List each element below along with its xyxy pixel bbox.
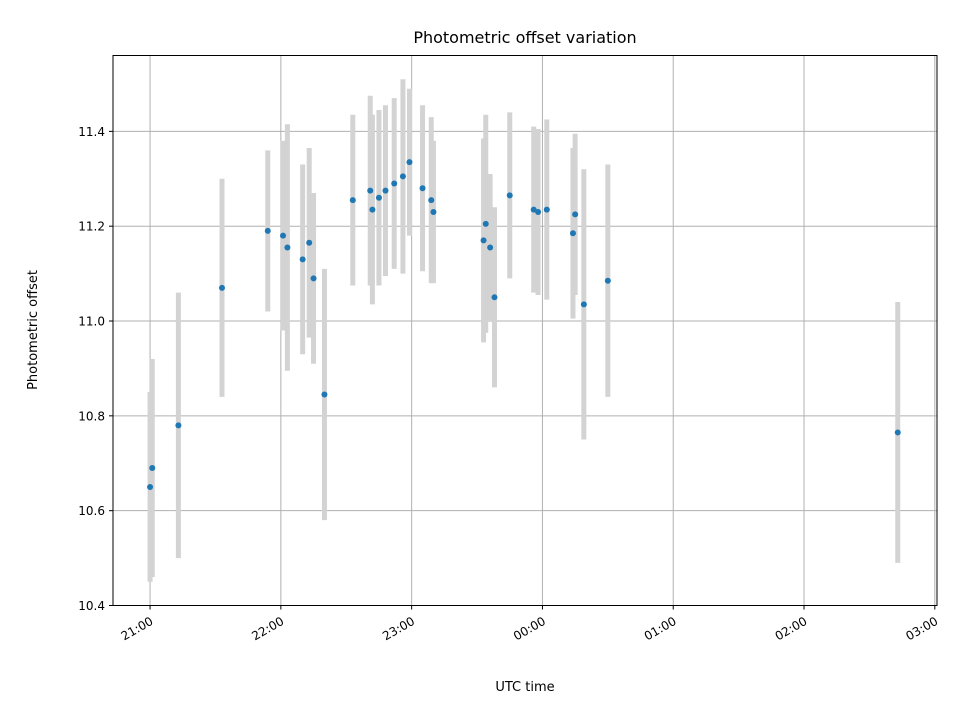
data-points xyxy=(147,159,901,490)
data-point xyxy=(382,187,389,194)
data-point xyxy=(175,422,182,429)
data-point xyxy=(428,197,435,204)
data-point xyxy=(569,230,576,237)
x-tick-label: 01:00 xyxy=(642,614,679,643)
data-point xyxy=(280,232,287,239)
error-bars xyxy=(147,79,901,582)
data-point xyxy=(306,239,313,246)
data-point xyxy=(491,294,498,301)
data-point xyxy=(147,483,154,490)
y-tick-label: 11.2 xyxy=(78,220,105,234)
data-point xyxy=(535,208,542,215)
x-tick-label: 03:00 xyxy=(903,614,940,643)
data-point xyxy=(321,391,328,398)
data-point xyxy=(487,244,494,251)
data-point xyxy=(218,284,225,291)
data-point xyxy=(419,185,426,192)
data-point xyxy=(580,301,587,308)
grid-lines xyxy=(113,55,937,606)
data-point xyxy=(430,208,437,215)
x-tick-label: 21:00 xyxy=(119,614,156,643)
x-tick-label: 02:00 xyxy=(773,614,810,643)
data-point xyxy=(264,227,271,234)
y-tick-label: 10.6 xyxy=(78,504,105,518)
y-tick-label: 10.8 xyxy=(78,409,105,423)
x-tick-label: 00:00 xyxy=(511,614,548,643)
x-tick-label: 22:00 xyxy=(249,614,286,643)
data-point xyxy=(391,180,398,187)
data-point xyxy=(367,187,374,194)
y-tick-label: 11.4 xyxy=(78,125,105,139)
x-tick-label: 23:00 xyxy=(380,614,417,643)
x-axis-label: UTC time xyxy=(495,680,554,695)
y-axis-label: Photometric offset xyxy=(26,270,41,390)
data-point xyxy=(406,159,413,166)
data-point xyxy=(399,173,406,180)
plot-frame xyxy=(112,55,938,606)
data-point xyxy=(310,275,317,282)
y-tick-label: 10.4 xyxy=(78,599,105,613)
y-tick-label: 11.0 xyxy=(78,315,105,329)
data-point xyxy=(375,194,382,201)
data-point xyxy=(149,465,156,471)
data-point xyxy=(894,429,901,436)
data-point xyxy=(369,206,376,213)
data-point xyxy=(572,211,579,218)
data-point xyxy=(349,197,356,204)
data-point xyxy=(506,192,513,199)
data-point xyxy=(480,237,487,244)
data-point xyxy=(299,256,306,263)
data-point xyxy=(284,244,291,251)
data-point xyxy=(482,220,489,227)
data-point xyxy=(604,277,611,284)
data-point xyxy=(543,206,550,213)
chart-title: Photometric offset variation xyxy=(413,28,636,47)
